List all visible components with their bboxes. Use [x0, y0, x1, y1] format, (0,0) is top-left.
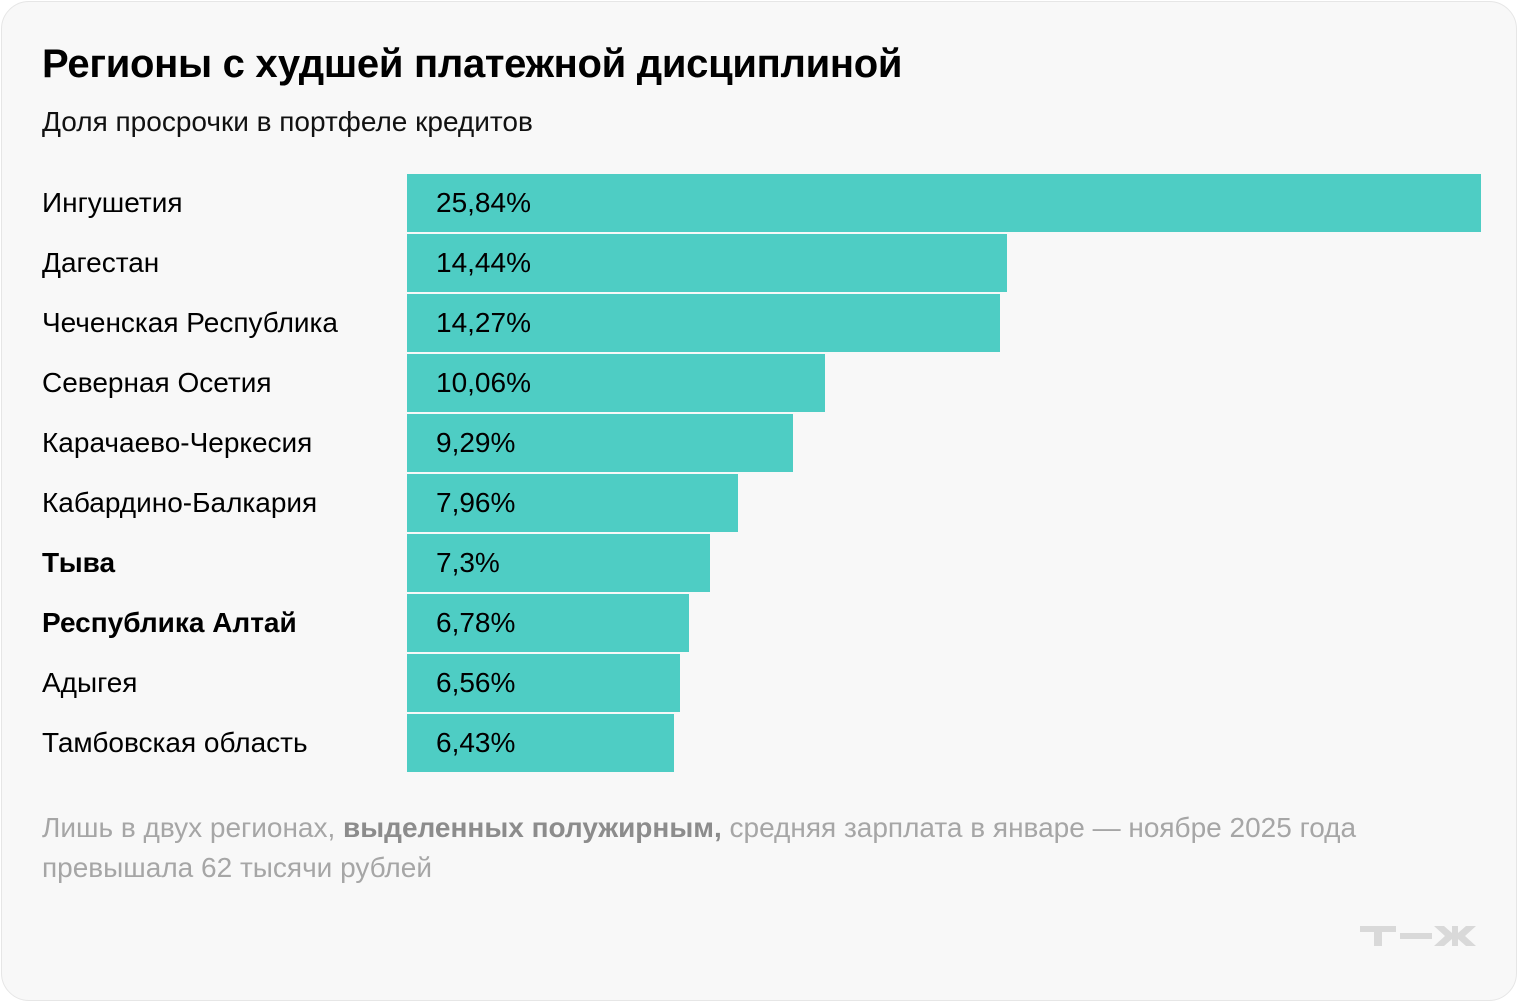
category-label: Адыгея — [42, 667, 138, 698]
footnote-text: Лишь в двух регионах, — [42, 812, 344, 843]
value-label: 7,96% — [436, 487, 516, 518]
bar — [407, 234, 1007, 292]
value-label: 14,27% — [436, 307, 531, 338]
value-label: 10,06% — [436, 367, 531, 398]
chart-title: Регионы с худшей платежной дисциплиной — [42, 42, 903, 86]
value-label: 6,43% — [436, 727, 516, 758]
bar — [407, 594, 689, 652]
category-label: Ингушетия — [42, 187, 183, 218]
category-label: Кабардино-Балкария — [42, 487, 318, 518]
value-label: 6,56% — [436, 667, 516, 698]
category-label: Тыва — [42, 547, 116, 578]
value-label: 25,84% — [436, 187, 531, 218]
bar — [407, 474, 738, 532]
bar — [407, 534, 710, 592]
bar — [407, 414, 793, 472]
bar — [407, 714, 674, 772]
value-label: 6,78% — [436, 607, 516, 638]
tzh-logo — [1360, 926, 1476, 946]
value-label: 9,29% — [436, 427, 516, 458]
category-label: Тамбовская область — [42, 727, 308, 758]
footnote-bold: выделенных полужирным, — [343, 812, 722, 843]
category-label: Северная Осетия — [42, 367, 272, 398]
footnote-text-end: средняя зарплата в январе — ноябре 2025 … — [42, 812, 1357, 883]
category-label: Карачаево-Черкесия — [42, 427, 313, 458]
value-label: 7,3% — [436, 547, 500, 578]
bar — [407, 654, 680, 712]
category-label: Дагестан — [42, 247, 160, 278]
value-label: 14,44% — [436, 247, 531, 278]
chart-subtitle: Доля просрочки в портфеле кредитов — [42, 106, 533, 137]
category-label: Республика Алтай — [42, 607, 297, 638]
footnote: Лишь в двух регионах, выделенных полужир… — [42, 808, 1482, 888]
bar — [407, 294, 1000, 352]
bar — [407, 174, 1481, 232]
bar — [407, 354, 825, 412]
category-label: Чеченская Республика — [42, 307, 338, 338]
